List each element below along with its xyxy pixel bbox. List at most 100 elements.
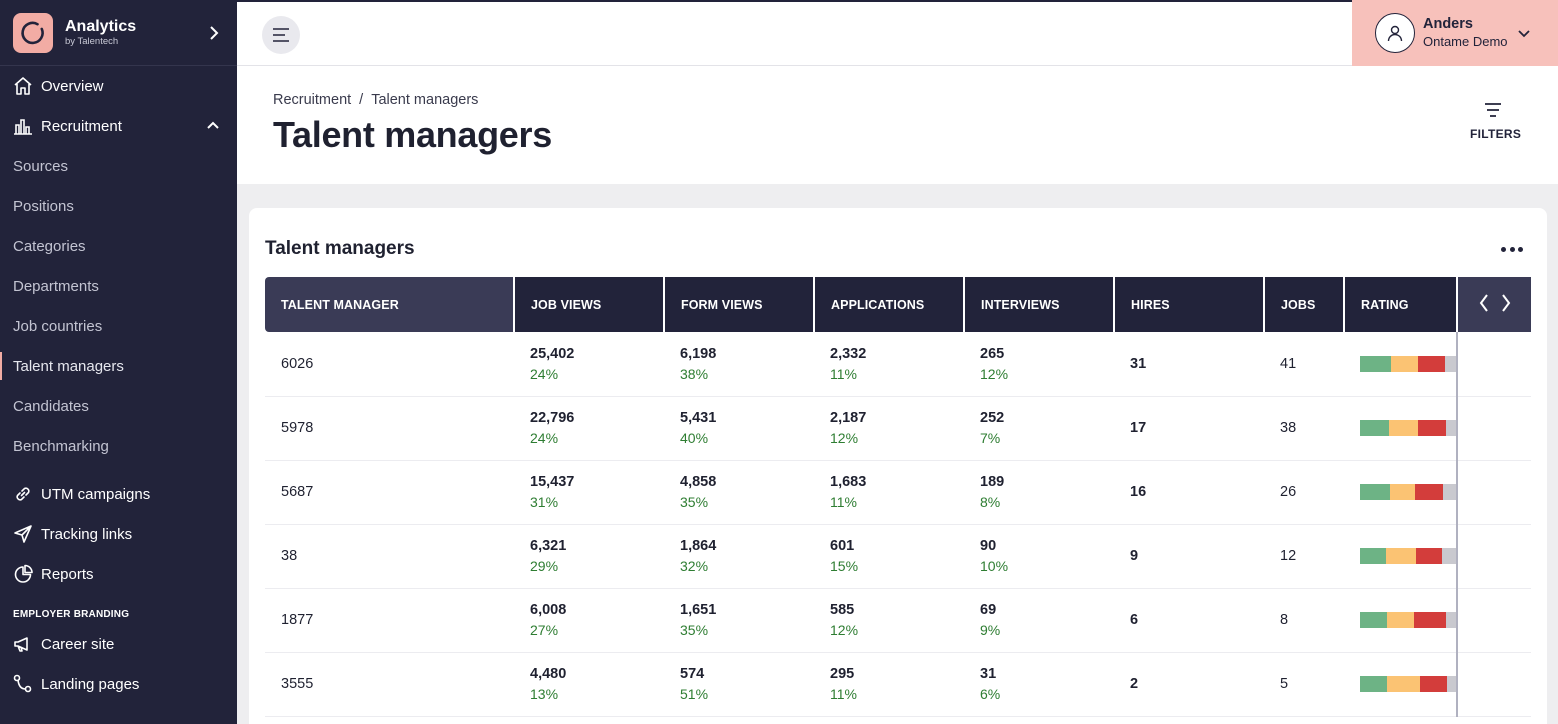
breadcrumb-current: Talent managers <box>371 92 479 108</box>
cell-applications: 1,683 11% <box>814 460 964 525</box>
cell-form-views: 1,651 35% <box>664 588 814 653</box>
column-header-hires[interactable]: HIRES <box>1114 277 1265 332</box>
user-menu[interactable]: Anders Ontame Demo <box>1352 0 1558 66</box>
breadcrumb-separator: / <box>359 92 364 108</box>
sidebar-item-overview[interactable]: Overview <box>0 66 237 106</box>
column-header-jobs[interactable]: JOBS <box>1264 277 1345 332</box>
cell-talent-manager: 38 <box>265 524 514 589</box>
pie-chart-icon <box>13 564 33 584</box>
metric-percent: 12% <box>830 430 859 446</box>
rating-segment-medium <box>1390 355 1418 372</box>
link-icon <box>13 484 33 504</box>
cell-talent-manager: 5687 <box>265 460 514 525</box>
cell-jobs: 5 <box>1264 652 1344 717</box>
rating-segment-good <box>1360 355 1391 372</box>
brand[interactable]: Analytics by Talentech <box>0 0 237 66</box>
metric-value: 2,187 <box>830 410 867 426</box>
rating-bar <box>1360 548 1456 564</box>
cell-form-views: 4,858 35% <box>664 460 814 525</box>
table-row[interactable]: 5978 22,796 24% 5,431 40% 2,187 12% 252 7% 17 38 <box>265 396 1531 461</box>
column-header-job-views[interactable]: JOB VIEWS <box>514 277 665 332</box>
sidebar-item-label: Tracking links <box>41 525 133 543</box>
rating-segment-medium <box>1388 420 1418 436</box>
megaphone-icon <box>13 634 33 654</box>
cell-rating <box>1344 588 1458 653</box>
chevron-up-icon[interactable] <box>206 118 220 132</box>
arrow-right-icon[interactable] <box>1501 294 1511 315</box>
rating-bar <box>1360 676 1456 692</box>
sidebar-item-tracking-links[interactable]: Tracking links <box>0 514 237 554</box>
metric-value: 6,321 <box>530 538 567 554</box>
cell-spacer <box>1457 460 1531 525</box>
sidebar-item-departments[interactable]: Departments <box>13 277 99 295</box>
table-row[interactable]: 1877 6,008 27% 1,651 35% 585 12% 69 9% 6 8 <box>265 588 1531 653</box>
column-header-interviews[interactable]: INTERVIEWS <box>964 277 1115 332</box>
rating-segment-good <box>1360 484 1390 500</box>
sidebar-item-sources[interactable]: Sources <box>13 157 69 175</box>
cell-rating <box>1344 524 1458 589</box>
metric-percent: 10% <box>980 558 1009 574</box>
section-label-employer-branding: EMPLOYER BRANDING <box>13 609 130 620</box>
rating-segment-none <box>1446 420 1456 436</box>
metric-percent: 29% <box>530 558 559 574</box>
metric-value: 574 <box>680 666 705 682</box>
filters-button[interactable]: FILTERS <box>1470 102 1521 141</box>
sidebar-item-career-site[interactable]: Career site <box>0 624 237 664</box>
user-icon <box>1375 13 1415 53</box>
hamburger-icon[interactable] <box>262 16 300 54</box>
metric-percent: 11% <box>830 686 857 702</box>
table-row[interactable]: 5687 15,437 31% 4,858 35% 1,683 11% 189 8% 16 26 <box>265 460 1531 525</box>
sidebar-item-candidates[interactable]: Candidates <box>13 397 89 415</box>
table-body: 6026 25,402 24% 6,198 38% 2,332 11% 265 12% 31 41 5… <box>265 332 1531 717</box>
table-row[interactable]: 6026 25,402 24% 6,198 38% 2,332 11% 265 12% 31 41 <box>265 332 1531 397</box>
column-header-form-views[interactable]: FORM VIEWS <box>664 277 815 332</box>
metric-percent: 38% <box>680 365 709 382</box>
sidebar-item-recruitment[interactable]: Recruitment <box>0 106 237 146</box>
metric-value: 22,796 <box>530 410 575 426</box>
table-header-row: TALENT MANAGER JOB VIEWS FORM VIEWS APPL… <box>265 277 1531 332</box>
sidebar-item-utm-campaigns[interactable]: UTM campaigns <box>0 474 237 514</box>
sidebar-item-categories[interactable]: Categories <box>13 237 86 255</box>
chevron-down-icon[interactable] <box>1518 25 1530 43</box>
sidebar-item-benchmarking[interactable]: Benchmarking <box>13 437 109 455</box>
cell-interviews: 252 7% <box>964 396 1114 461</box>
cell-jobs: 12 <box>1264 524 1344 589</box>
cell-form-views: 6,198 38% <box>664 332 814 397</box>
metric-value: 90 <box>980 538 997 554</box>
rating-segment-medium <box>1389 484 1415 500</box>
cell-spacer <box>1457 588 1531 653</box>
more-icon[interactable] <box>1501 244 1523 254</box>
cell-job-views: 22,796 24% <box>514 396 664 461</box>
arrow-left-icon[interactable] <box>1479 294 1489 315</box>
metric-value: 6,198 <box>680 345 717 362</box>
chevron-right-icon[interactable] <box>204 23 224 43</box>
cell-form-views: 574 51% <box>664 652 814 717</box>
metric-percent: 6% <box>980 686 1001 702</box>
sidebar-item-positions[interactable]: Positions <box>13 197 74 215</box>
cell-spacer <box>1457 396 1531 461</box>
sidebar-item-label: Recruitment <box>41 117 122 135</box>
sidebar-item-talent-managers[interactable]: Talent managers <box>0 346 237 386</box>
page-header: Recruitment / Talent managers Talent manag… <box>237 66 1558 184</box>
column-header-rating[interactable]: RATING <box>1344 277 1458 332</box>
sidebar-item-job-countries[interactable]: Job countries <box>13 317 103 335</box>
sidebar-item-reports[interactable]: Reports <box>0 554 237 594</box>
table-row[interactable]: 38 6,321 29% 1,864 32% 601 15% 90 10% 9 12 <box>265 524 1531 589</box>
metric-percent: 24% <box>530 430 559 446</box>
cell-job-views: 15,437 31% <box>514 460 664 525</box>
sidebar-item-landing-pages[interactable]: Landing pages <box>0 664 237 704</box>
metric-value: 25,402 <box>530 345 575 362</box>
column-header-applications[interactable]: APPLICATIONS <box>814 277 965 332</box>
metric-value: 1,864 <box>680 538 717 554</box>
table-row[interactable]: 3555 4,480 13% 574 51% 295 11% 31 6% 2 5 <box>265 652 1531 717</box>
talent-managers-table: TALENT MANAGER JOB VIEWS FORM VIEWS APPL… <box>265 277 1531 717</box>
rating-segment-none <box>1445 355 1456 372</box>
cell-applications: 2,332 11% <box>814 332 964 397</box>
rating-segment-bad <box>1415 548 1442 564</box>
breadcrumb-parent[interactable]: Recruitment <box>273 92 352 108</box>
metric-value: 69 <box>980 602 997 618</box>
column-header-talent-manager[interactable]: TALENT MANAGER <box>265 277 515 332</box>
rating-segment-bad <box>1417 355 1446 372</box>
sidebar-item-label: Landing pages <box>41 675 140 693</box>
rating-segment-medium <box>1386 612 1414 628</box>
